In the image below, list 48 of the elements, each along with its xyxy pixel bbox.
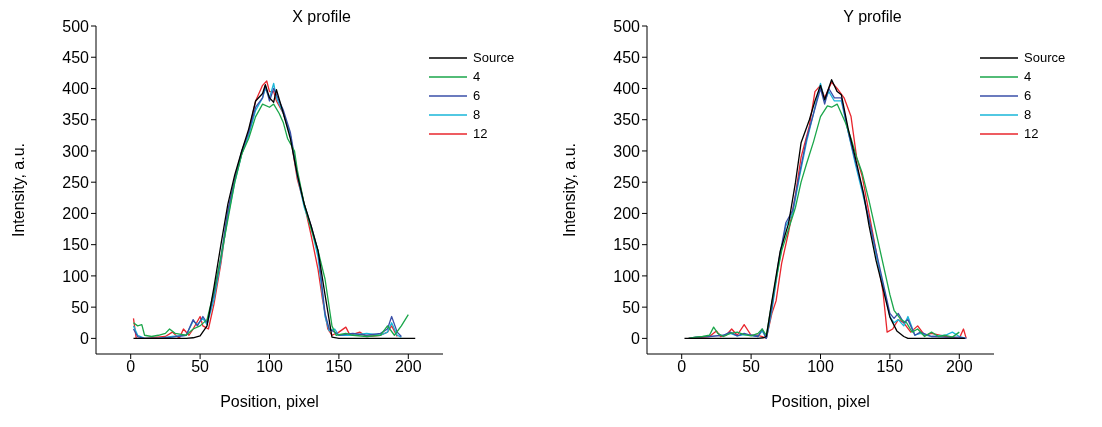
y-tick-label: 0 [80, 330, 90, 348]
x-tick-label: 100 [807, 358, 834, 376]
legend-label: 4 [1024, 69, 1032, 84]
y-tick-label: 150 [62, 236, 90, 254]
y-tick-label: 100 [62, 267, 90, 285]
y-tick-label: 200 [613, 205, 641, 223]
y-tick-label: 50 [71, 298, 90, 316]
x-tick-label: 50 [191, 358, 210, 376]
y-tick-label: 250 [62, 173, 90, 191]
y-tick-label: 0 [631, 330, 641, 348]
x-axis-title: Position, pixel [220, 393, 319, 410]
legend-label: 4 [473, 69, 481, 84]
chart-title: Y profile [842, 8, 903, 26]
x-tick-label: 0 [126, 358, 136, 376]
x-tick-label: 200 [394, 358, 422, 376]
legend-label: Source [1024, 50, 1066, 65]
y-tick-label: 500 [62, 17, 90, 35]
legend-label: 12 [1024, 126, 1039, 141]
x-axis-title: Position, pixel [771, 393, 870, 410]
legend-label: Source [473, 50, 515, 65]
legend-label: 8 [473, 107, 481, 122]
legend-label: 12 [473, 126, 488, 141]
legend-label: 6 [473, 88, 481, 103]
y-tick-label: 250 [613, 173, 641, 191]
y-tick-label: 350 [613, 111, 641, 129]
y-tick-label: 300 [62, 142, 90, 160]
x-tick-label: 150 [325, 358, 353, 376]
y-tick-label: 200 [62, 205, 90, 223]
y-tick-label: 450 [613, 48, 641, 66]
y-tick-label: 450 [62, 48, 90, 66]
y-axis-title: Intensity, a.u. [9, 143, 27, 237]
y-tick-label: 50 [622, 298, 641, 316]
x-tick-label: 200 [945, 358, 973, 376]
legend-label: 8 [1024, 107, 1032, 122]
chart-title: X profile [291, 8, 352, 26]
x-tick-label: 50 [742, 358, 761, 376]
y-axis-title: Intensity, a.u. [560, 143, 578, 237]
x-tick-label: 0 [677, 358, 687, 376]
legend-label: 6 [1024, 88, 1032, 103]
y-tick-label: 350 [62, 111, 90, 129]
y-tick-label: 400 [62, 80, 90, 98]
x-tick-label: 100 [256, 358, 283, 376]
y-tick-label: 150 [613, 236, 641, 254]
y-tick-label: 300 [613, 142, 641, 160]
y-tick-label: 100 [613, 267, 641, 285]
x-tick-label: 150 [876, 358, 904, 376]
y-tick-label: 400 [613, 80, 641, 98]
y-tick-label: 500 [613, 17, 641, 35]
